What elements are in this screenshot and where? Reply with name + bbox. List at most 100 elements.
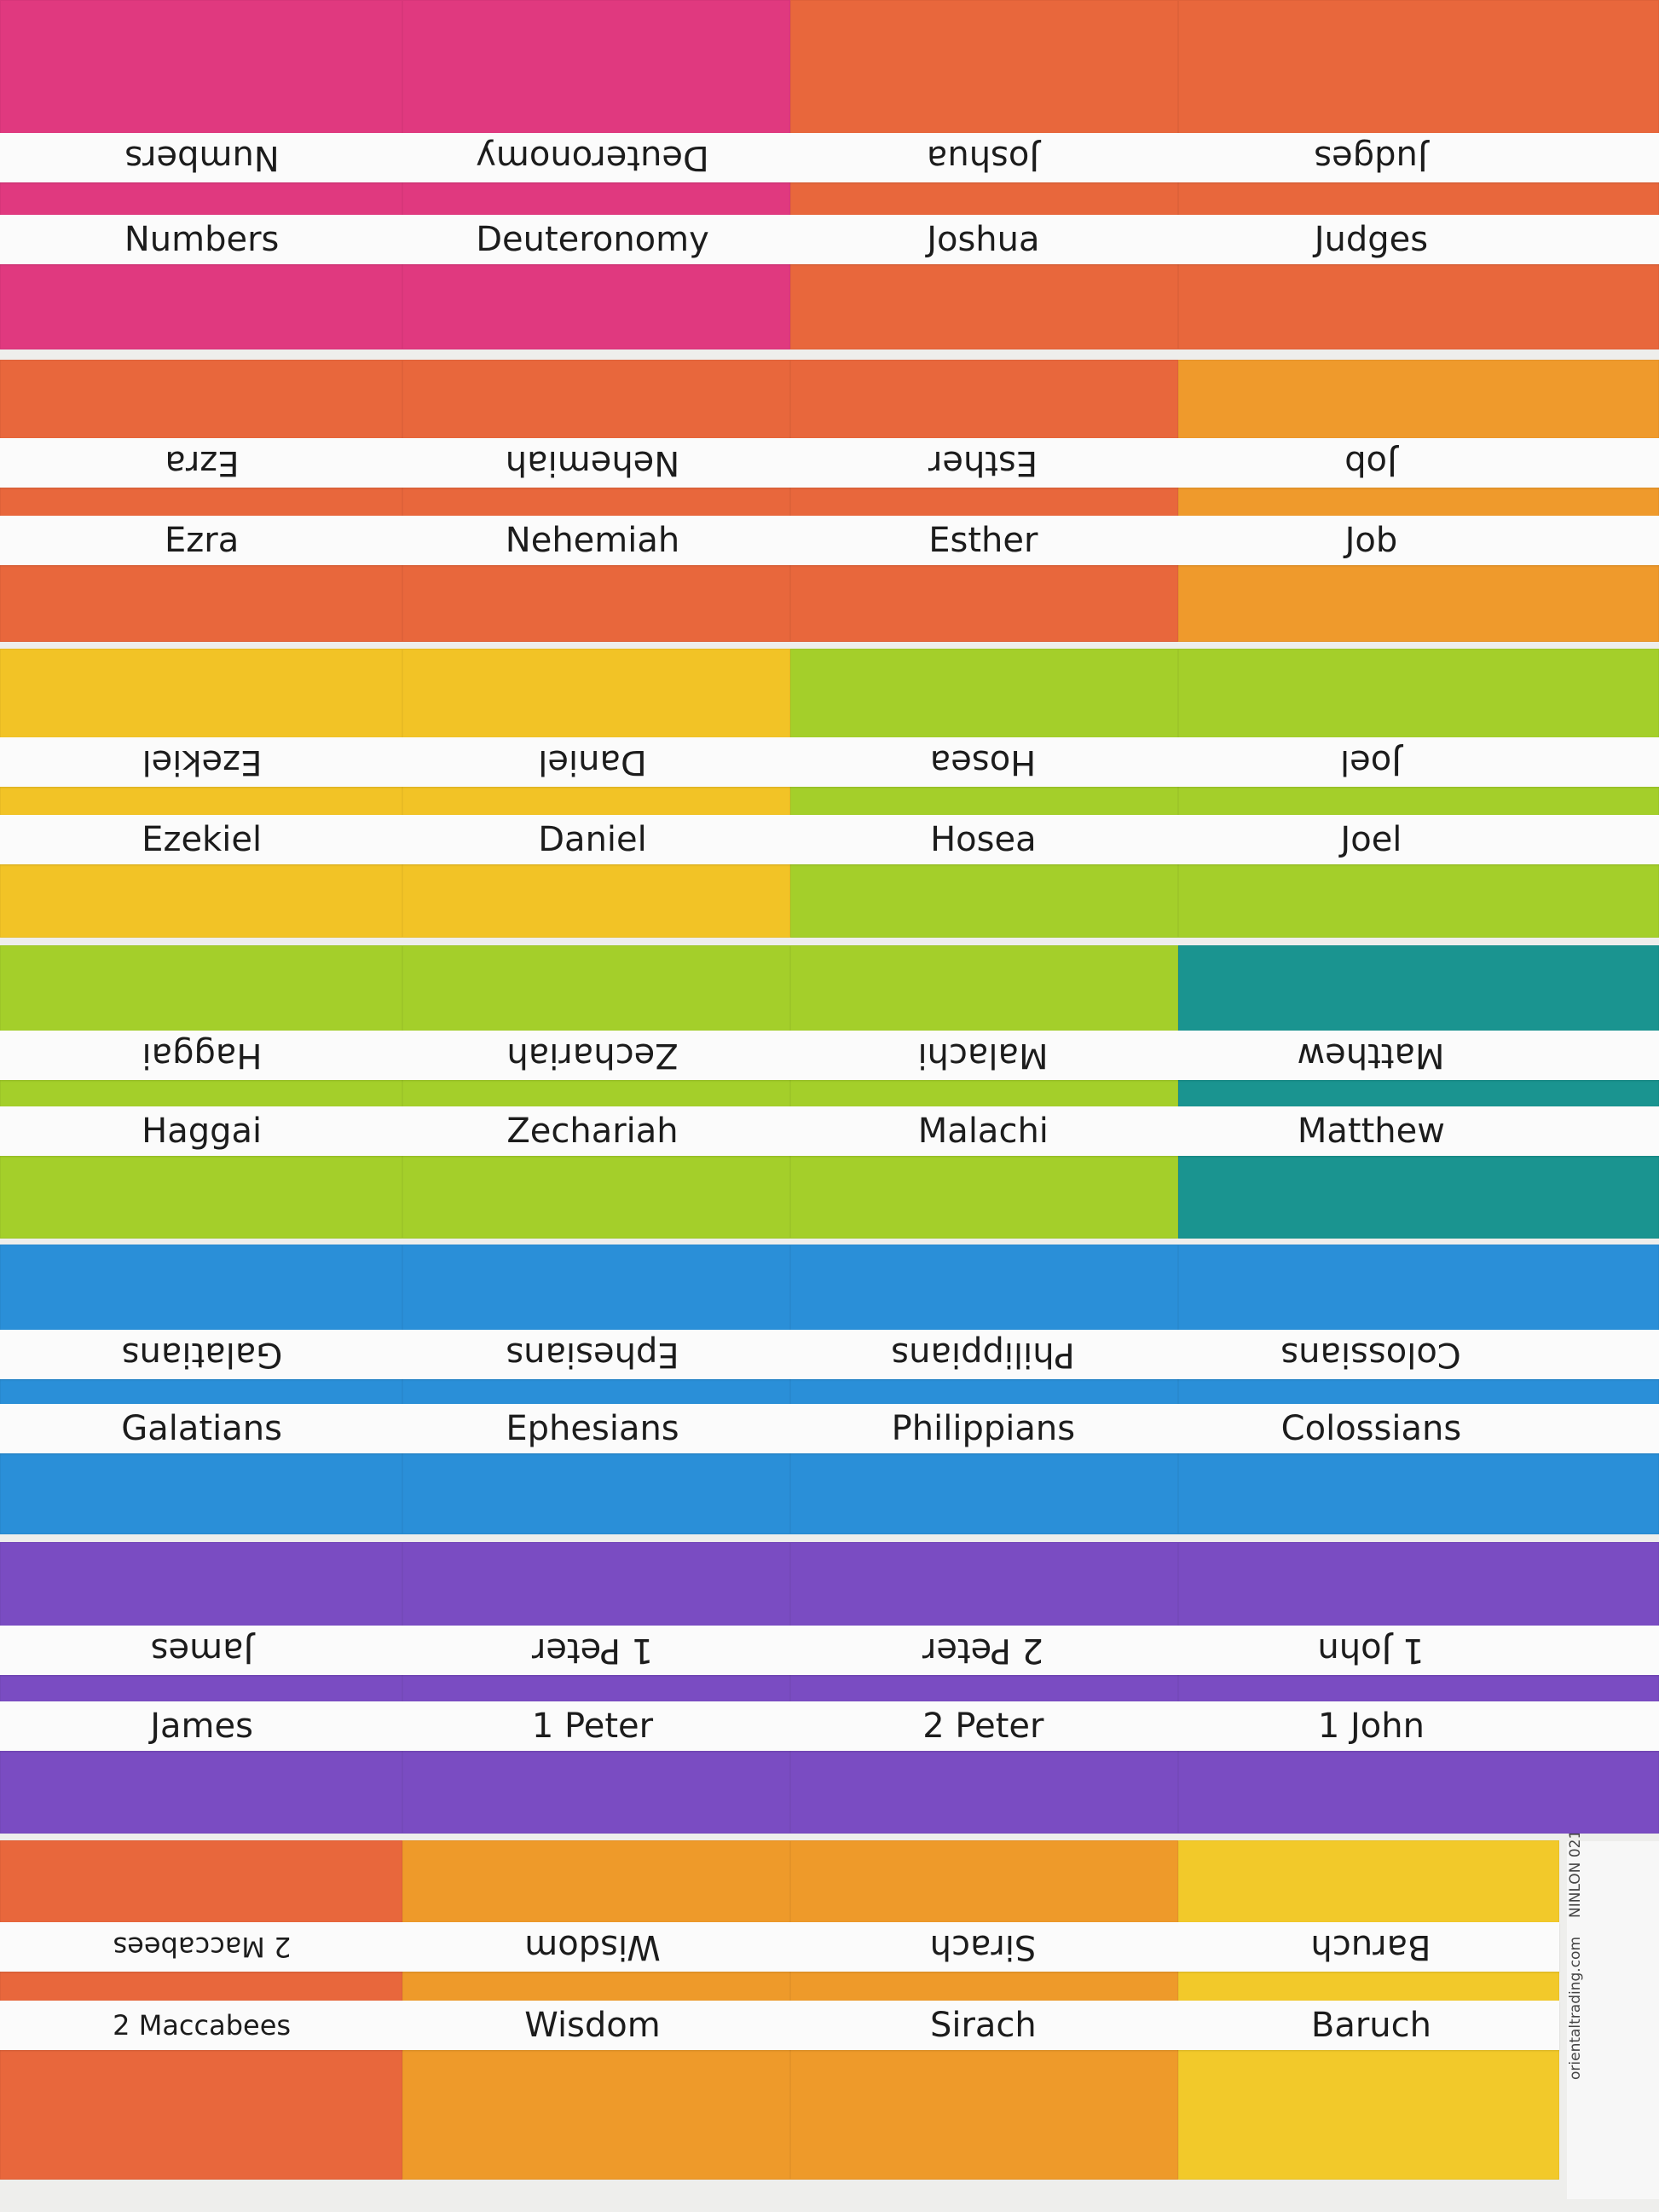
- tab-label: Joshua: [927, 220, 1040, 260]
- label-strip: [0, 814, 1659, 864]
- label-strip: [0, 133, 1659, 183]
- tab-label-inverted: Esther: [928, 442, 1038, 482]
- tab-label: Wisdom: [524, 2006, 661, 2046]
- tab-cell: [1177, 649, 1659, 939]
- tab-label-inverted: Daniel: [538, 742, 647, 782]
- tab-cell: [0, 1244, 402, 1535]
- tab-label: 2 Peter: [922, 1707, 1044, 1747]
- imprint-site: orientaltrading.com: [1567, 1936, 1584, 2080]
- tab-row: James James 1 Peter 1 Peter 2 Peter 2 Peter 1 …: [0, 1541, 1659, 1834]
- tab-row: Numbers Numbers Deuteronomy Deuteronomy Josh…: [0, 0, 1659, 350]
- tab-label: Nehemiah: [505, 520, 680, 560]
- imprint-code: NINLON 0216: [1567, 1820, 1584, 1918]
- tab-label-inverted: Nehemiah: [505, 442, 680, 482]
- tab-label-inverted: Joel: [1340, 742, 1402, 782]
- tab-label-inverted: Baruch: [1310, 1926, 1431, 1967]
- tab-cell: [789, 944, 1178, 1239]
- tab-cell: [789, 1244, 1178, 1535]
- tab-label-inverted: Judges: [1314, 138, 1429, 178]
- tab-label-inverted: Ezra: [165, 442, 240, 482]
- tab-label: James: [150, 1707, 253, 1747]
- tab-label: Hosea: [930, 819, 1037, 859]
- label-strip: [0, 1921, 1559, 1972]
- label-strip: [0, 515, 1659, 565]
- tab-label: Haggai: [142, 1112, 263, 1152]
- tab-label: Matthew: [1297, 1112, 1445, 1152]
- tab-label-inverted: Haggai: [142, 1035, 263, 1075]
- label-strip: [0, 1030, 1659, 1080]
- tab-cell: [0, 649, 402, 939]
- label-strip: [0, 215, 1659, 265]
- tab-cell: [1177, 1244, 1659, 1535]
- tab-label: Esther: [928, 520, 1038, 560]
- label-strip: [0, 1701, 1659, 1752]
- tab-label-inverted: 1 Peter: [531, 1631, 654, 1671]
- tab-label: 1 Peter: [531, 1707, 654, 1747]
- tab-label: Ezra: [165, 520, 240, 560]
- tab-label: 1 John: [1317, 1707, 1425, 1747]
- tab-cell: [1177, 944, 1659, 1239]
- tab-label-inverted: 1 John: [1317, 1631, 1425, 1671]
- tab-row: 2 Maccabees 2 Maccabees Wisdom Wisdom Sirach…: [0, 1840, 1559, 2180]
- label-strip: [0, 1106, 1659, 1157]
- tab-cell: [402, 359, 790, 642]
- tab-label-inverted: Job: [1344, 442, 1398, 482]
- tab-label-inverted: Galatians: [121, 1334, 282, 1374]
- tab-cell: [789, 359, 1178, 642]
- tab-row: Ezekiel Ezekiel Daniel Daniel Hosea Hosea Joel…: [0, 649, 1659, 939]
- tab-label-inverted: Ezekiel: [142, 742, 263, 782]
- tab-label-inverted: Zechariah: [506, 1035, 679, 1075]
- label-strip: [0, 736, 1659, 787]
- tab-label: Joel: [1340, 819, 1402, 859]
- tab-cell: [789, 649, 1178, 939]
- tab-row: Galatians Galatians Ephesians Ephesians Phil…: [0, 1244, 1659, 1535]
- tab-row: Haggai Haggai Zechariah Zechariah Malachi Mal…: [0, 944, 1659, 1239]
- tab-label-inverted: 2 Peter: [922, 1631, 1044, 1671]
- tab-cell: [402, 1541, 790, 1834]
- tab-cell: [1177, 359, 1659, 642]
- tab-cell: [402, 1244, 790, 1535]
- tab-cell: [0, 359, 402, 642]
- tab-label-inverted: Hosea: [930, 742, 1037, 782]
- tab-label: Judges: [1314, 220, 1429, 260]
- tab-label: Baruch: [1310, 2006, 1431, 2046]
- tab-label-inverted: Ephesians: [506, 1334, 679, 1374]
- tab-label: Philippians: [891, 1409, 1076, 1449]
- tab-label: Deuteronomy: [476, 220, 709, 260]
- tab-label-inverted: Deuteronomy: [476, 138, 709, 178]
- tab-label: Malachi: [917, 1112, 1049, 1152]
- tab-label-inverted: 2 Maccabees: [113, 1930, 292, 1963]
- tab-label: Zechariah: [506, 1112, 679, 1152]
- tab-label: Galatians: [121, 1409, 282, 1449]
- tab-label: 2 Maccabees: [113, 2009, 292, 2042]
- label-strip: [0, 1626, 1659, 1676]
- tab-label-inverted: Joshua: [927, 138, 1040, 178]
- label-strip: [0, 1329, 1659, 1379]
- tab-label-inverted: Colossians: [1280, 1334, 1462, 1374]
- tab-label-inverted: Sirach: [929, 1926, 1037, 1967]
- tab-label: Job: [1344, 520, 1398, 560]
- tab-label-inverted: Numbers: [124, 138, 280, 178]
- tab-label: Sirach: [929, 2006, 1037, 2046]
- tab-cell: [789, 1541, 1178, 1834]
- sheet-edge: [1567, 1841, 1659, 2199]
- tab-cell: [0, 1541, 402, 1834]
- tab-label: Ephesians: [506, 1409, 679, 1449]
- tab-cell: [0, 944, 402, 1239]
- tab-label-inverted: Philippians: [891, 1334, 1076, 1374]
- label-strip: [0, 1404, 1659, 1454]
- tab-label: Numbers: [124, 220, 280, 260]
- tab-cell: [402, 649, 790, 939]
- tab-cell: [402, 944, 790, 1239]
- tab-label-inverted: Matthew: [1297, 1035, 1445, 1075]
- tab-label-inverted: James: [150, 1631, 253, 1671]
- tab-label: Colossians: [1280, 1409, 1462, 1449]
- tab-label-inverted: Malachi: [917, 1035, 1049, 1075]
- tab-label-inverted: Wisdom: [524, 1926, 661, 1967]
- tab-label: Ezekiel: [142, 819, 263, 859]
- label-strip: [0, 437, 1659, 488]
- tab-row: Ezra Ezra Nehemiah Nehemiah Esther Esther Job J…: [0, 359, 1659, 642]
- tab-label: Daniel: [538, 819, 647, 859]
- label-strip: [0, 2001, 1559, 2051]
